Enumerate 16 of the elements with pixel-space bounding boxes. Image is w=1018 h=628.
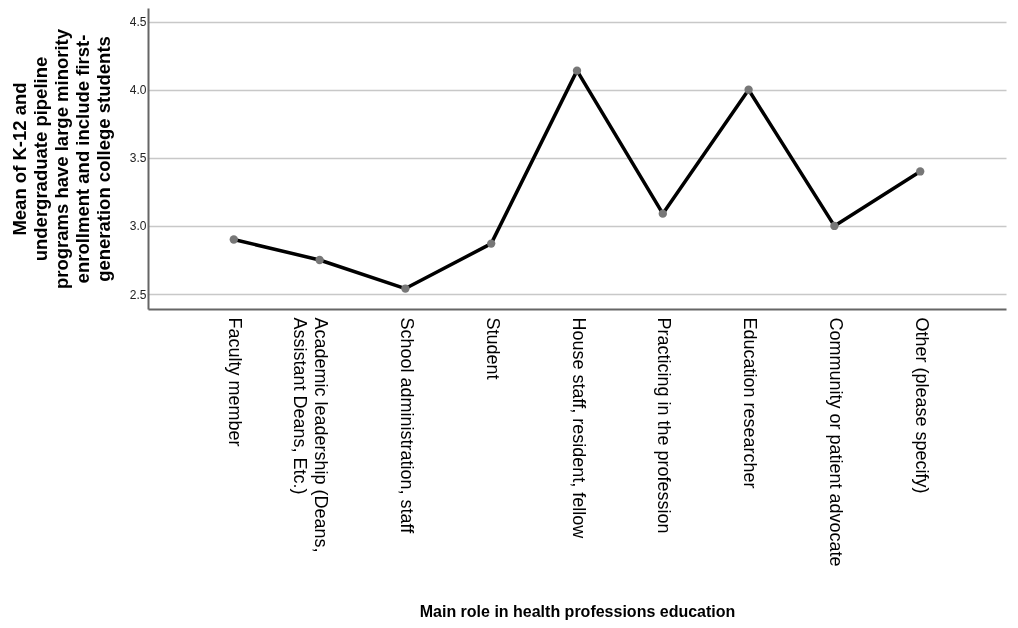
- y-tick-label: 4.0: [129, 83, 147, 98]
- y-tick-label: 2.5: [129, 287, 147, 302]
- x-tick-label: School administration, staff: [396, 317, 417, 535]
- y-tick-label: 3.5: [129, 151, 147, 166]
- x-tick-label: House staff, resident, fellow: [568, 317, 589, 540]
- x-tick-label: Other (please specify): [911, 317, 932, 494]
- x-tick-label: Academic leadership (Deans, Assistant Deans, Etc.): [290, 317, 332, 553]
- y-tick-label: 4.5: [129, 15, 147, 30]
- x-tick-label: Student: [482, 317, 503, 380]
- x-tick-label: Community or patient advocate: [825, 317, 846, 567]
- x-tick-label: Practicing in the profession: [654, 317, 675, 534]
- x-tick-label: Education researcher: [740, 317, 761, 489]
- y-tick-label: 3.0: [129, 219, 147, 234]
- x-tick-label: Faculty member: [225, 317, 246, 447]
- x-axis-title: Main role in health professions education: [419, 602, 736, 620]
- y-axis-title: Mean of K-12 and undergraduate pipeline programs have large minority enrollment and include first-generation college students: [8, 28, 114, 290]
